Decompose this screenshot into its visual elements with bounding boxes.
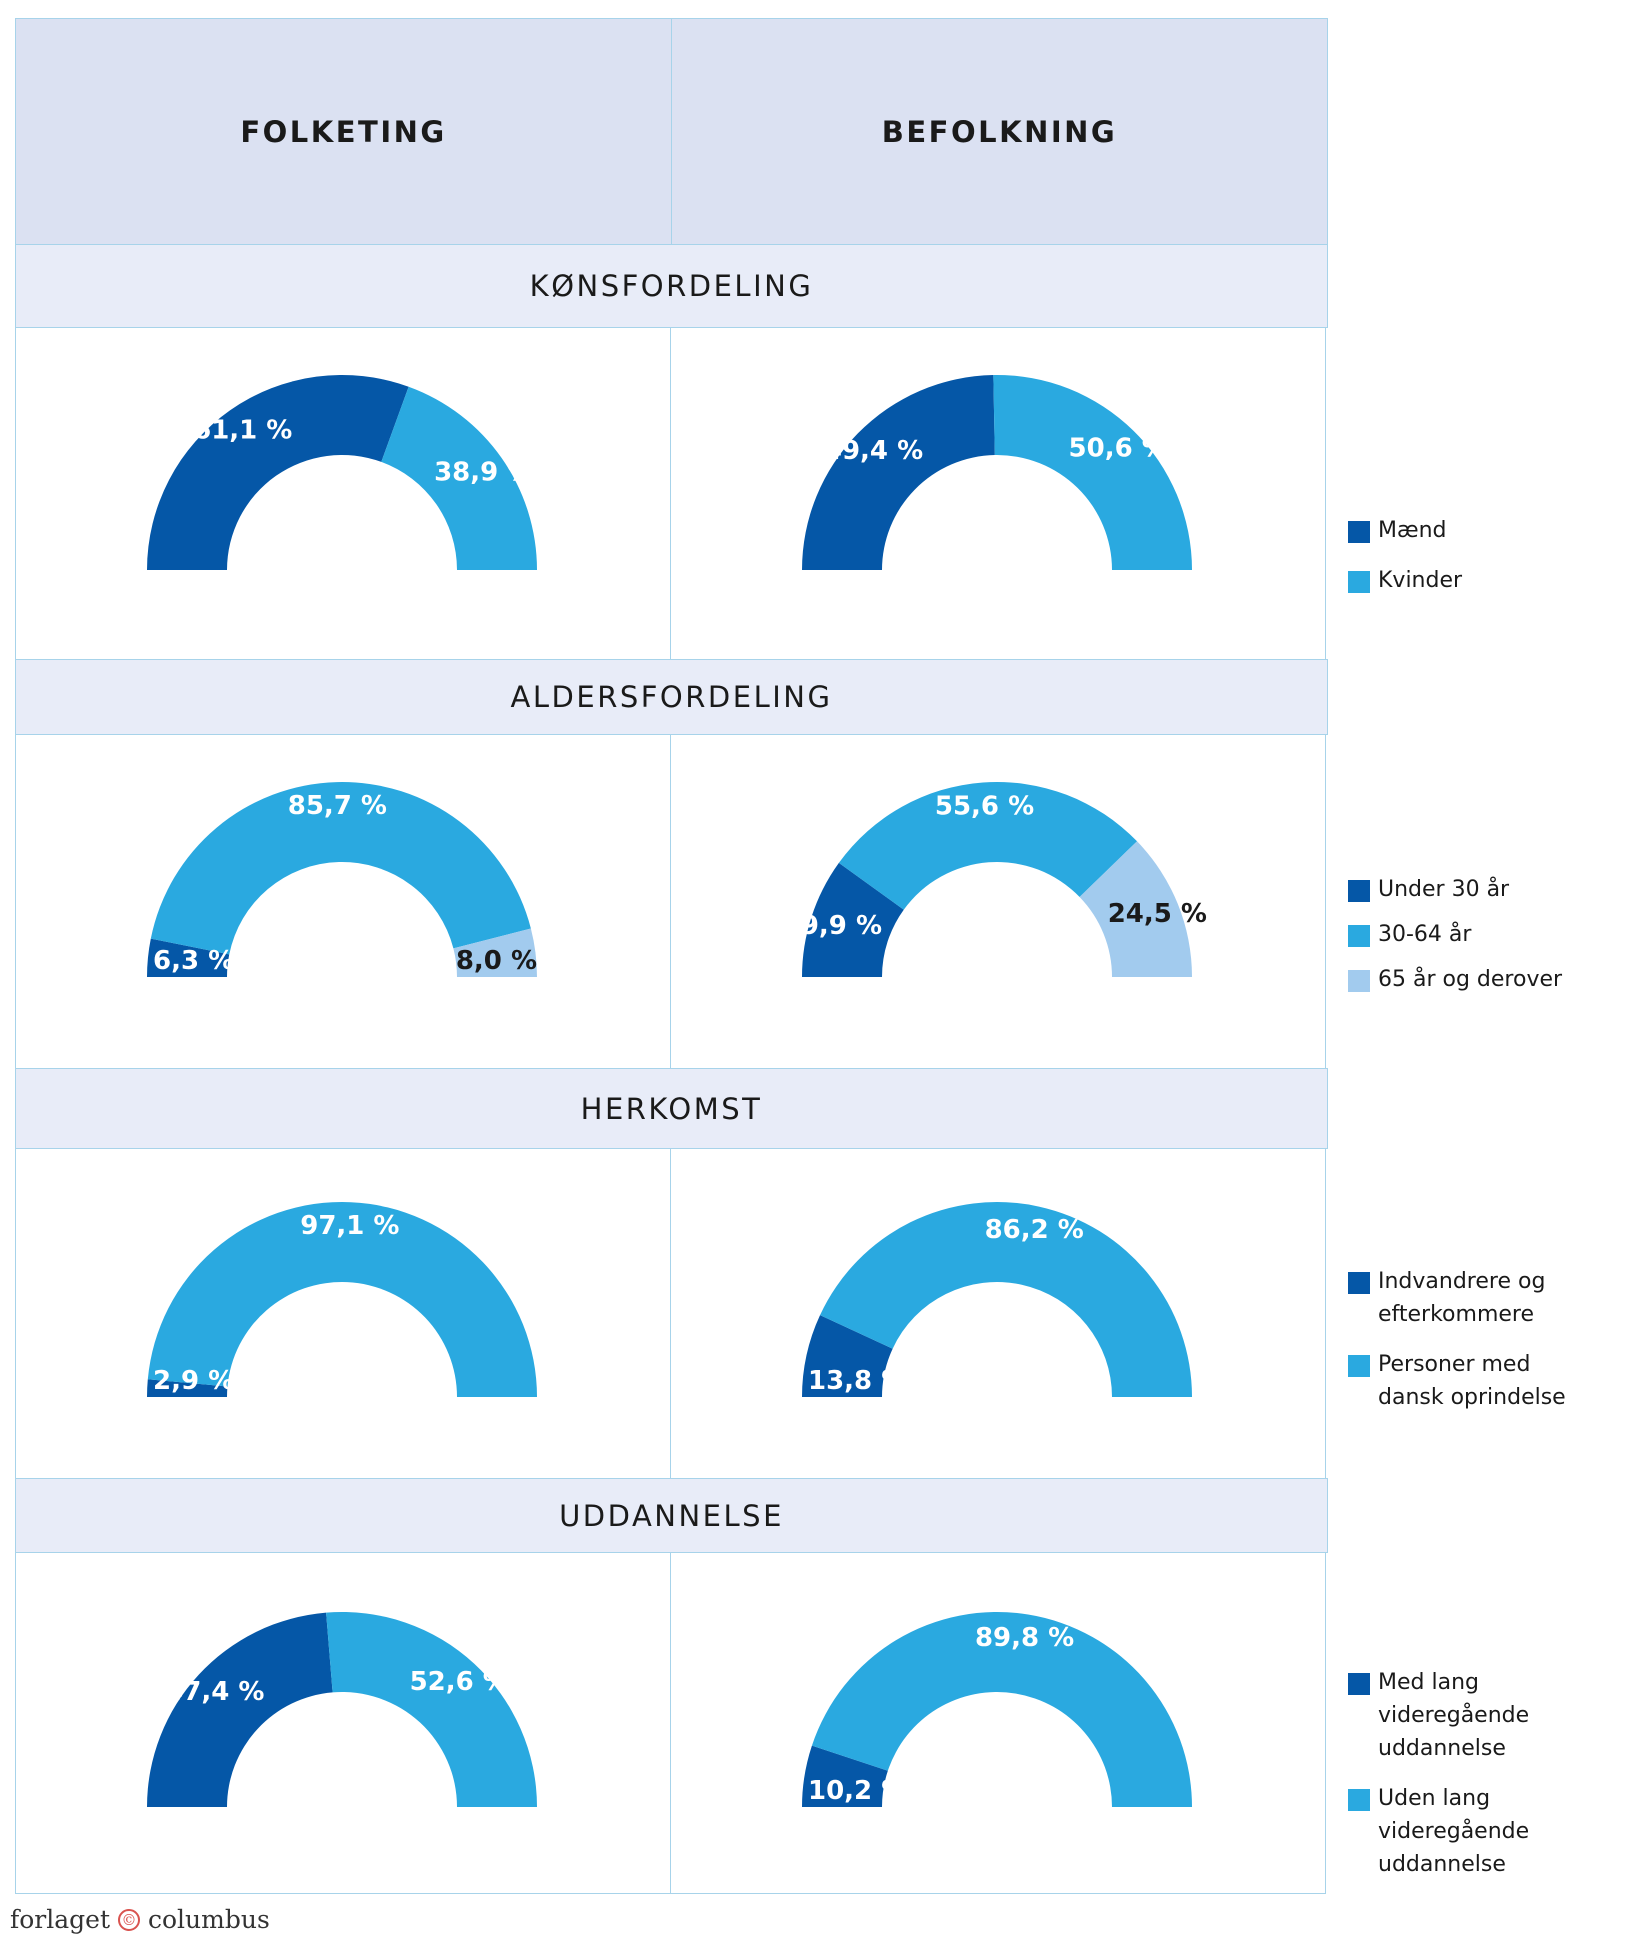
donut-segment — [326, 1612, 537, 1807]
section-title-kon: KØNSFORDELING — [15, 244, 1328, 328]
legend-swatch — [1348, 1673, 1370, 1695]
donut-segment — [838, 782, 1138, 910]
donut-value-label: 13,8 % — [808, 1366, 907, 1396]
legend-label: Med lang videregående uddannelse — [1378, 1670, 1530, 1761]
donut-value-label: 10,2 % — [808, 1776, 907, 1806]
donut-segment — [381, 386, 537, 570]
legend-swatch — [1348, 925, 1370, 947]
section-title-alder: ALDERSFORDELING — [15, 659, 1328, 735]
donut-value-label: 49,4 % — [824, 436, 923, 466]
legend-label: Personer med dansk oprindelse — [1378, 1352, 1566, 1410]
legend-item: Under 30 år — [1348, 873, 1648, 906]
donut-segment — [802, 375, 995, 570]
donut-value-label: 86,2 % — [985, 1215, 1084, 1245]
chart-cell: 49,4 % 50,6 % — [670, 327, 1326, 660]
legend-item: Uden lang videregående uddannelse — [1348, 1782, 1633, 1881]
chart-cell: 19,9 % 55,6 % 24,5 % — [670, 734, 1326, 1069]
legend-swatch — [1348, 571, 1370, 593]
legend-kon: Mænd Kvinder — [1348, 514, 1648, 614]
donut-segment — [802, 862, 904, 977]
legend-herkomst: Indvandrere og efterkommere Personer med… — [1348, 1265, 1578, 1431]
legend-uddannelse: Med lang videregående uddannelse Uden la… — [1348, 1666, 1633, 1898]
legend-label: Kvinder — [1378, 568, 1463, 593]
legend-swatch — [1348, 1272, 1370, 1294]
donut-alder-befolkning: 19,9 % 55,6 % 24,5 % — [783, 782, 1207, 977]
legend-swatch — [1348, 880, 1370, 902]
chart-cell: 2,9 % 97,1 % — [15, 1148, 671, 1479]
legend-swatch — [1348, 970, 1370, 992]
chart-cell: 6,3 % 85,7 % 8,0 % — [15, 734, 671, 1069]
donut-herkomst-folketing: 2,9 % 97,1 % — [147, 1201, 537, 1397]
chart-cell: 47,4 % 52,6 % — [15, 1552, 671, 1894]
donut-value-label: 55,6 % — [935, 791, 1034, 821]
donut-segment — [1079, 841, 1192, 977]
donut-value-label: 89,8 % — [975, 1623, 1074, 1653]
donut-segment — [147, 1612, 333, 1807]
donut-kon-folketing: 61,1 % 38,9 % — [147, 374, 537, 570]
section-title-uddannelse: UDDANNELSE — [15, 1478, 1328, 1553]
donut-segment — [820, 1202, 1192, 1397]
publisher-name-right: columbus — [148, 1905, 270, 1934]
donut-value-label: 6,3 % — [153, 946, 234, 976]
donut-value-label: 19,9 % — [783, 911, 882, 941]
donut-value-label: 61,1 % — [193, 415, 292, 445]
donut-value-label: 24,5 % — [1108, 899, 1207, 929]
legend-swatch — [1348, 521, 1370, 543]
donut-segment — [993, 375, 1192, 570]
section-title-herkomst: HERKOMST — [15, 1068, 1328, 1149]
legend-alder: Under 30 år 30-64 år 65 år og derover — [1348, 873, 1648, 1013]
legend-item: Personer med dansk oprindelse — [1348, 1348, 1578, 1414]
donut-value-label: 52,6 % — [410, 1667, 509, 1697]
donut-value-label: 47,4 % — [165, 1677, 264, 1707]
donut-segment — [453, 928, 537, 977]
donut-uddannelse-folketing: 47,4 % 52,6 % — [147, 1612, 537, 1807]
header-folketing: FOLKETING — [15, 18, 672, 245]
donut-segment — [802, 1745, 888, 1807]
donut-alder-folketing: 6,3 % 85,7 % 8,0 % — [147, 781, 537, 977]
legend-swatch — [1348, 1789, 1370, 1811]
legend-swatch — [1348, 1355, 1370, 1377]
donut-herkomst-befolkning: 13,8 % 86,2 % — [802, 1202, 1192, 1397]
donut-segment — [147, 938, 230, 977]
chart-cell: 13,8 % 86,2 % — [670, 1148, 1326, 1479]
donut-kon-befolkning: 49,4 % 50,6 % — [802, 375, 1192, 570]
donut-segment — [147, 374, 409, 570]
chart-grid: FOLKETING BEFOLKNING KØNSFORDELING ALDER… — [15, 18, 1328, 1894]
legend-item: Kvinder — [1348, 564, 1648, 597]
legend-label: Under 30 år — [1378, 877, 1510, 902]
donut-value-label: 50,6 % — [1069, 434, 1168, 464]
legend-item: Indvandrere og efterkommere — [1348, 1265, 1578, 1331]
legend-label: Indvandrere og efterkommere — [1378, 1269, 1546, 1327]
legend-item: 65 år og derover — [1348, 963, 1648, 996]
legend-item: Med lang videregående uddannelse — [1348, 1666, 1633, 1765]
copyright-logo-icon: © — [118, 1908, 140, 1931]
donut-segment — [150, 781, 531, 955]
donut-segment — [811, 1612, 1192, 1807]
legend-item: Mænd — [1348, 514, 1648, 547]
chart-cell: 61,1 % 38,9 % — [15, 327, 671, 660]
legend-label: 30-64 år — [1378, 922, 1472, 947]
legend-label: Mænd — [1378, 518, 1447, 543]
legend-label: 65 år og derover — [1378, 967, 1563, 992]
donut-segment — [147, 1201, 537, 1397]
donut-uddannelse-befolkning: 10,2 % 89,8 % — [802, 1612, 1192, 1807]
donut-segment — [147, 1379, 228, 1397]
publisher-name-left: forlaget — [10, 1905, 110, 1934]
donut-segment — [802, 1315, 893, 1397]
header-befolkning: BEFOLKNING — [671, 18, 1328, 245]
legend-label: Uden lang videregående uddannelse — [1378, 1786, 1530, 1877]
legend-item: 30-64 år — [1348, 918, 1648, 951]
donut-value-label: 8,0 % — [456, 946, 537, 976]
chart-cell: 10,2 % 89,8 % — [670, 1552, 1326, 1894]
donut-value-label: 97,1 % — [300, 1211, 399, 1241]
publisher-footer: forlaget © columbus — [10, 1905, 270, 1934]
donut-value-label: 38,9 % — [434, 458, 533, 488]
donut-value-label: 2,9 % — [153, 1366, 234, 1396]
donut-value-label: 85,7 % — [288, 791, 387, 821]
